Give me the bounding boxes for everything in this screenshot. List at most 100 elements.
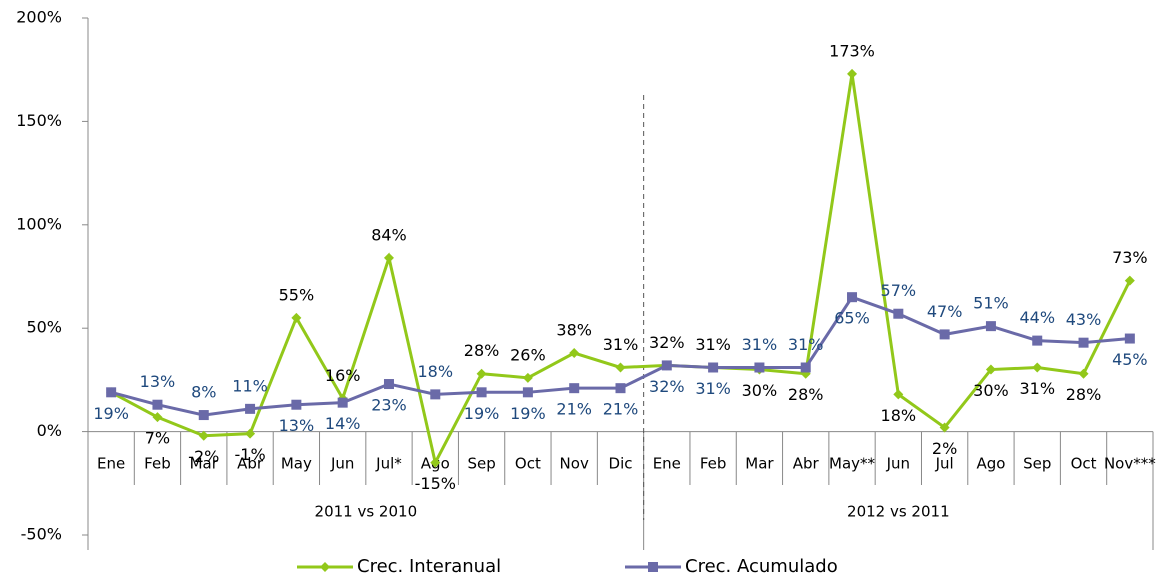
data-label: 19%	[464, 404, 500, 423]
marker	[430, 457, 441, 468]
legend-label: Crec. Interanual	[357, 556, 501, 577]
data-label: 21%	[556, 400, 592, 419]
data-label: 173%	[829, 41, 875, 60]
data-label: 84%	[371, 225, 407, 244]
data-label: 23%	[371, 396, 407, 415]
marker	[615, 383, 626, 394]
marker	[661, 360, 672, 371]
x-tick-label: May**	[829, 455, 876, 473]
marker	[1078, 337, 1089, 348]
data-label: 28%	[1066, 385, 1102, 404]
x-tick-label: Jun	[330, 455, 354, 473]
data-label: 8%	[191, 383, 216, 402]
marker	[1124, 275, 1135, 286]
data-label: 18%	[418, 362, 454, 381]
y-tick-label: 0%	[37, 421, 62, 440]
data-label: 32%	[649, 377, 685, 396]
data-label: 7%	[145, 429, 170, 448]
x-tick-label: Ago	[976, 455, 1005, 473]
marker	[1032, 362, 1043, 373]
marker	[383, 252, 394, 263]
marker	[152, 412, 163, 423]
data-label: 19%	[510, 404, 546, 423]
data-label: 28%	[788, 385, 824, 404]
marker	[1124, 333, 1135, 344]
x-tick-label: Ene	[653, 455, 681, 473]
data-label: 31%	[603, 335, 639, 354]
legend-marker	[648, 562, 658, 572]
group-label: 2012 vs 2011	[847, 503, 950, 521]
marker	[939, 422, 950, 433]
data-label: 38%	[556, 321, 592, 340]
data-label: 16%	[325, 366, 361, 385]
data-label: 57%	[881, 281, 917, 300]
x-tick-label: Jul*	[375, 455, 402, 473]
data-label: 30%	[973, 381, 1009, 400]
marker	[708, 362, 719, 373]
data-label: 14%	[325, 414, 361, 433]
data-label: 31%	[742, 335, 778, 354]
data-label: 44%	[1019, 308, 1055, 327]
data-label: 55%	[279, 285, 315, 304]
marker	[245, 428, 256, 439]
data-label: 51%	[973, 294, 1009, 313]
data-label: -15%	[415, 474, 456, 493]
marker	[291, 312, 302, 323]
data-label: 11%	[232, 376, 268, 395]
data-label: 32%	[649, 333, 685, 352]
legend-marker	[320, 562, 330, 572]
marker	[152, 399, 163, 410]
x-tick-label: Sep	[1023, 455, 1051, 473]
marker	[1032, 335, 1043, 346]
x-tick-label: Mar	[745, 455, 774, 473]
y-tick-label: 100%	[16, 214, 62, 233]
x-tick-label: Abr	[237, 455, 264, 473]
marker	[337, 397, 348, 408]
x-tick-label: Mar	[190, 455, 219, 473]
data-label: 43%	[1066, 310, 1102, 329]
y-tick-label: 200%	[16, 8, 62, 27]
marker	[569, 383, 580, 394]
marker	[383, 379, 394, 390]
marker	[522, 372, 533, 383]
x-tick-label: Oct	[1071, 455, 1097, 473]
marker	[106, 387, 117, 398]
marker	[245, 403, 256, 414]
data-label: 28%	[464, 341, 500, 360]
marker	[198, 430, 209, 441]
marker	[939, 329, 950, 340]
marker	[476, 387, 487, 398]
x-tick-label: Oct	[515, 455, 541, 473]
data-label: 31%	[788, 335, 824, 354]
x-tick-label: Feb	[700, 455, 727, 473]
marker	[198, 410, 209, 421]
data-label: 21%	[603, 400, 639, 419]
data-label: 13%	[279, 416, 315, 435]
data-label: -1%	[234, 445, 265, 464]
data-label: 2%	[932, 439, 957, 458]
data-label: 31%	[1019, 379, 1055, 398]
marker	[476, 368, 487, 379]
x-tick-label: May	[281, 455, 312, 473]
y-tick-label: 50%	[26, 318, 62, 337]
marker	[291, 399, 302, 410]
x-tick-label: Sep	[467, 455, 495, 473]
legend-label: Crec. Acumulado	[685, 556, 838, 577]
x-tick-label: Ene	[97, 455, 125, 473]
marker	[893, 389, 904, 400]
marker	[430, 389, 441, 400]
data-label: 19%	[93, 404, 129, 423]
y-tick-label: -50%	[21, 525, 62, 544]
marker	[985, 321, 996, 332]
data-label: -2%	[188, 447, 219, 466]
y-tick-label: 150%	[16, 111, 62, 130]
marker	[615, 362, 626, 373]
data-label: 18%	[881, 406, 917, 425]
data-label: 26%	[510, 345, 546, 364]
marker	[893, 308, 904, 319]
marker	[847, 68, 858, 79]
marker	[569, 348, 580, 359]
group-label: 2011 vs 2010	[315, 503, 418, 521]
data-label: 73%	[1112, 248, 1148, 267]
